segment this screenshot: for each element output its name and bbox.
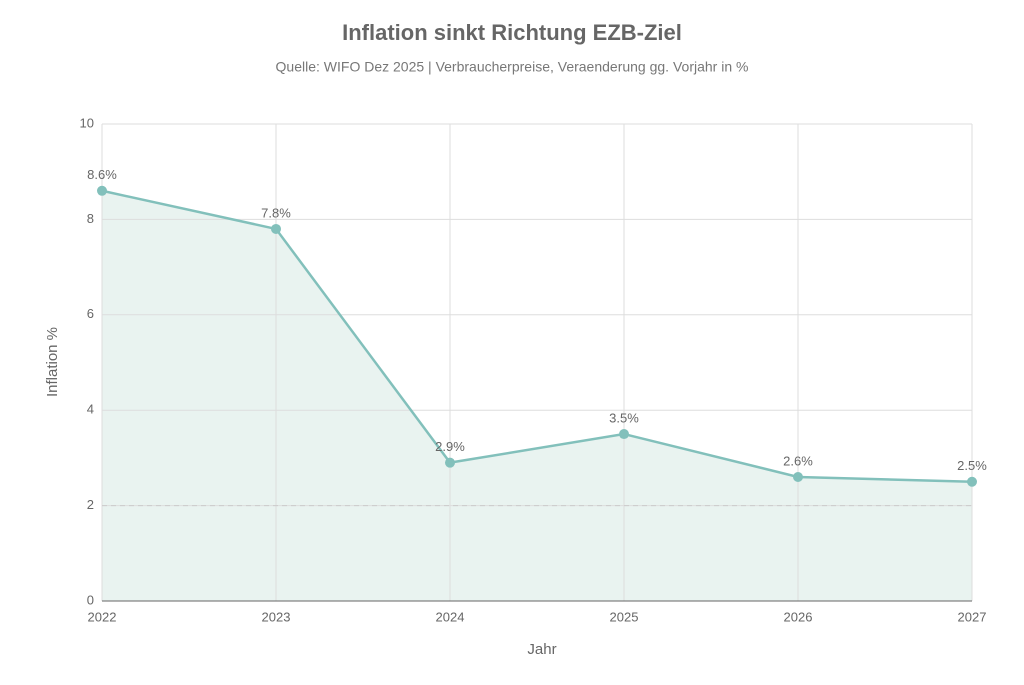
chart-title: Inflation sinkt Richtung EZB-Ziel (342, 20, 682, 45)
data-label: 2.6% (783, 453, 813, 468)
data-label: 2.9% (435, 439, 465, 454)
data-label: 8.6% (87, 167, 117, 182)
point (271, 223, 281, 234)
x-tick-label: 2024 (436, 609, 465, 624)
data-label: 2.5% (957, 458, 987, 473)
y-tick-label: 10 (80, 115, 94, 130)
point (967, 476, 977, 487)
x-tick-label: 2027 (958, 609, 987, 624)
y-tick-label: 8 (87, 211, 94, 226)
point (97, 185, 107, 196)
data-label: 3.5% (609, 410, 639, 425)
x-tick-label: 2026 (784, 609, 813, 624)
y-tick-label: 2 (87, 497, 94, 512)
line (101, 189, 973, 483)
x-tick-label: 2022 (88, 609, 117, 624)
data-label: 7.8% (261, 205, 291, 220)
y-axis-title: Inflation % (44, 327, 61, 397)
y-tick-label: 0 (87, 592, 94, 607)
x-tick-label: 2025 (610, 609, 639, 624)
y-tick-label: 6 (87, 306, 94, 321)
point (445, 457, 455, 468)
x-axis-title: Jahr (527, 641, 556, 658)
chart-subtitle: Quelle: WIFO Dez 2025 | Verbraucherpreis… (276, 59, 749, 75)
y-tick-label: 4 (87, 402, 94, 417)
point (793, 471, 803, 482)
point (619, 429, 629, 440)
x-tick-label: 2023 (262, 609, 291, 624)
area (102, 190, 972, 601)
